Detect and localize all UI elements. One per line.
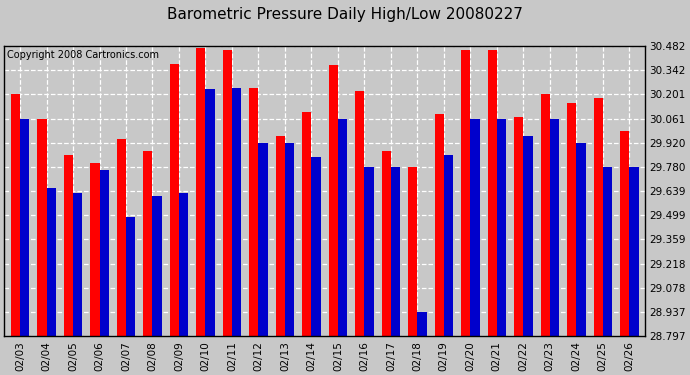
Bar [179,193,188,336]
Bar [144,152,152,336]
Bar [391,167,400,336]
Bar [567,103,576,336]
Bar [170,64,179,336]
Bar [259,143,268,336]
Bar [311,157,321,336]
Bar [497,118,506,336]
Bar [603,167,612,336]
Bar [223,50,232,336]
Bar [435,114,444,336]
Bar [126,217,135,336]
Bar [249,88,259,336]
Bar [364,167,374,336]
Bar [576,143,586,336]
Bar [328,65,338,336]
Bar [338,118,347,336]
Bar [514,117,523,336]
Bar [471,118,480,336]
Bar [90,164,99,336]
Bar [37,118,46,336]
Bar [408,167,417,336]
Bar [355,91,364,336]
Bar [540,94,550,336]
Bar [629,167,638,336]
Bar [46,188,56,336]
Bar [285,143,294,336]
Text: Copyright 2008 Cartronics.com: Copyright 2008 Cartronics.com [8,50,159,60]
Bar [20,118,30,336]
Bar [417,312,426,336]
Bar [488,50,497,336]
Bar [232,88,241,336]
Bar [302,112,311,336]
Bar [593,98,603,336]
Bar [63,155,73,336]
Bar [523,136,533,336]
Bar [444,155,453,336]
Bar [461,50,471,336]
Bar [11,94,20,336]
Bar [276,136,285,336]
Bar [117,140,126,336]
Bar [152,196,161,336]
Bar [206,90,215,336]
Bar [73,193,82,336]
Bar [620,131,629,336]
Text: Barometric Pressure Daily High/Low 20080227: Barometric Pressure Daily High/Low 20080… [167,8,523,22]
Bar [196,48,206,336]
Bar [99,170,109,336]
Bar [382,152,391,336]
Bar [550,118,559,336]
